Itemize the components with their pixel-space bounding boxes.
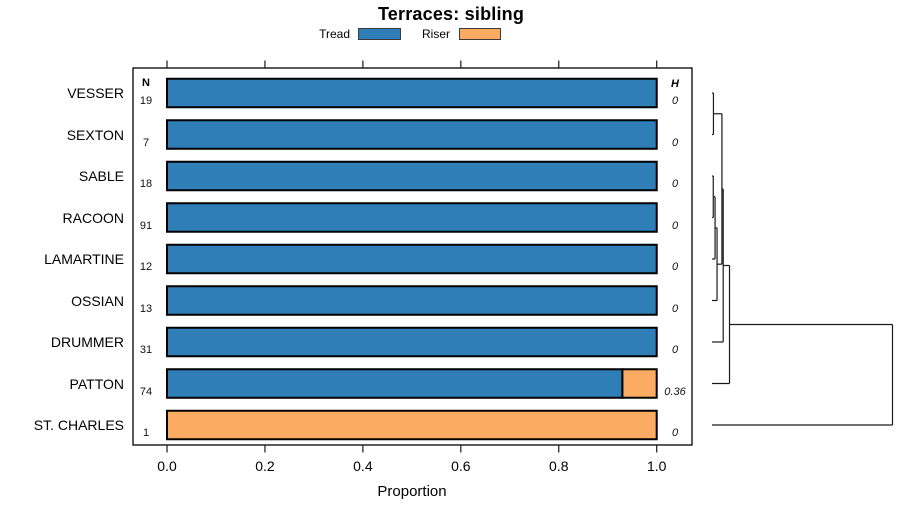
bar-segment-riser-patton [621,368,658,399]
row-label-drummer: DRUMMER [50,334,124,350]
x-axis-tick-label-0.2: 0.2 [255,458,275,474]
column-header-n: N [142,77,150,89]
row-h-sable: 0 [671,178,679,190]
x-axis-tick-label-0.0: 0.0 [157,458,177,474]
chart-title: Terraces: sibling [377,4,525,24]
row-n-sexton: 7 [142,136,150,149]
row-label-lamartine: LAMARTINE [44,251,124,267]
x-axis-tick-label-0.4: 0.4 [353,458,373,474]
row-h-st-charles: 0 [671,427,679,439]
row-label-vesser: VESSER [67,85,124,101]
bar-segment-tread-sable [166,160,658,192]
bar-segment-tread-drummer [166,326,658,358]
row-label-st-charles: ST. CHARLES [33,417,124,433]
row-label-sable: SABLE [78,168,124,184]
x-axis-tick-label-0.8: 0.8 [549,458,569,474]
row-h-vesser: 0 [671,95,679,107]
row-h-sexton: 0 [671,136,679,149]
legend-label-tread: Tread [319,27,350,41]
bar-segment-tread-sexton [166,119,658,150]
row-h-ossian: 0 [671,302,679,315]
row-n-patton: 74 [139,385,153,398]
row-h-racoon: 0 [671,219,679,232]
legend-swatch-riser-icon [459,28,501,40]
x-axis-tick-label-1.0: 1.0 [646,458,667,474]
row-label-ossian: OSSIAN [71,292,124,309]
legend-label-riser: Riser [421,27,450,41]
row-n-drummer: 31 [139,344,153,356]
bar-segment-riser-st-charles [166,409,658,441]
row-n-st-charles: 1 [142,427,150,439]
x-axis-tick-label-0.6: 0.6 [451,458,471,474]
bar-segment-tread-ossian [166,285,658,316]
bar-segment-tread-lamartine [166,243,658,275]
plot-box [132,67,693,446]
row-n-racoon: 91 [139,219,153,232]
column-header-h: H [671,78,679,90]
row-h-lamartine: 0 [671,261,679,273]
row-label-racoon: RACOON [62,209,124,226]
legend-swatch-tread-icon [358,28,401,40]
x-axis-title: Proportion [377,483,447,500]
row-label-patton: PATTON [69,375,124,392]
row-h-patton: 0.36 [664,385,686,398]
bar-segment-tread-racoon [166,202,658,233]
row-n-sable: 18 [139,178,153,190]
row-label-sexton: SEXTON [66,126,124,143]
row-n-lamartine: 12 [139,261,153,273]
bar-segment-tread-vesser [166,77,658,109]
row-n-ossian: 13 [139,302,153,315]
row-n-vesser: 19 [139,95,153,107]
bar-segment-tread-patton [166,368,624,399]
row-h-drummer: 0 [671,344,679,356]
